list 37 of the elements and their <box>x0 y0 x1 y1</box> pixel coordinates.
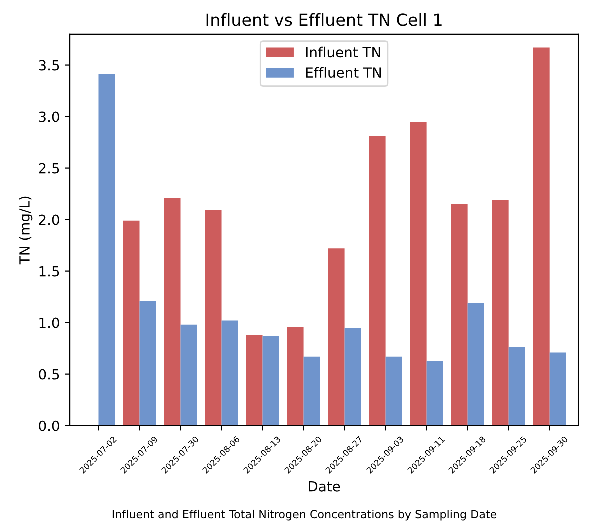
bar <box>222 320 238 426</box>
y-tick-label: 0.0 <box>39 420 60 432</box>
bar <box>304 356 320 426</box>
bar <box>492 200 509 426</box>
text: Influent and Effluent Total Nitrogen Concentrations by Sampling Date <box>112 510 497 521</box>
bar <box>533 48 550 426</box>
y-tick-label: 2.5 <box>39 163 60 174</box>
y-tick-label: 0.5 <box>39 369 60 380</box>
bar <box>98 74 116 426</box>
y-tick-label: 1.5 <box>40 266 60 277</box>
bar <box>180 324 198 426</box>
bar <box>164 198 181 426</box>
bar <box>386 356 402 426</box>
x-axis-title: Date <box>309 482 340 492</box>
bar <box>287 326 304 426</box>
bar <box>328 248 345 426</box>
legend-label: Influent TN <box>306 46 380 58</box>
bar <box>550 352 566 426</box>
y-tick-label: 3.0 <box>39 112 60 122</box>
bar <box>369 136 386 426</box>
bar <box>468 303 484 426</box>
bar <box>262 336 280 426</box>
bar <box>123 220 140 426</box>
bar <box>410 122 427 426</box>
bar <box>344 328 362 426</box>
y-axis-title: TN (mg/L) <box>19 196 33 265</box>
y-tick-label: 1.0 <box>40 318 60 328</box>
bar <box>451 204 468 426</box>
chart-title: Influent vs Effluent TN Cell 1 <box>206 13 442 26</box>
legend-label: Effluent TN <box>306 67 382 78</box>
y-tick-label: 3.5 <box>39 60 60 71</box>
y-tick-label: 2.0 <box>39 214 60 226</box>
bar <box>205 210 222 426</box>
bar <box>426 360 444 426</box>
bar <box>246 335 263 426</box>
bar <box>140 301 156 426</box>
bar <box>508 348 526 426</box>
